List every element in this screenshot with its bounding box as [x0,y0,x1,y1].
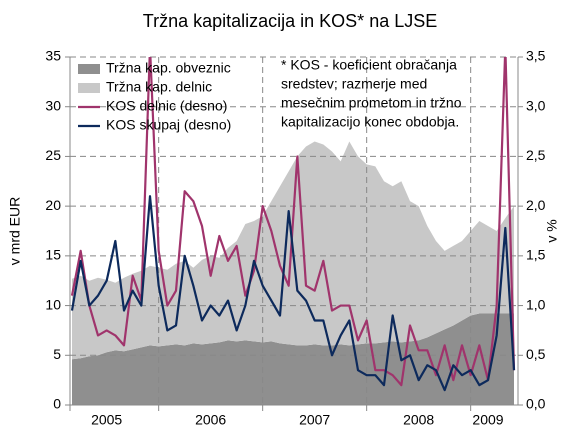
y-axis-label: v mrd EUR [7,197,23,265]
y-tick-label: 0 [53,396,61,412]
y2-axis-label: v % [544,219,560,242]
line [70,57,516,387]
legend-label: Tržna kap. obveznic [106,60,231,76]
y2-tick-label: 3,5 [526,48,546,64]
annotation: kapitalizacijo konec obdobja. [281,114,459,130]
y-tick-label: 10 [45,296,61,312]
foreground: 0 5 10 15 20 25 30 35 0,0 0,5 1,0 1,5 2,0 2,5 3,0 3,5 20… [45,48,545,428]
y-tick-label: 5 [53,346,61,362]
lines [70,57,516,392]
y-tick-label: 25 [45,147,61,163]
legend-label: KOS delnic (desno) [106,98,227,114]
chart-title: Tržna kapitalizacija in KOS* na LJSE [143,11,437,31]
y-tick-label: 15 [45,247,61,263]
annotation: sredstev; razmerje med [281,76,427,92]
line [70,195,516,392]
areas [72,141,514,405]
legend-label: KOS skupaj (desno) [106,117,231,133]
legend-label: Tržna kap. delnic [106,79,212,95]
x-tick-label: 2009 [472,412,503,428]
x-tick-label: 2008 [403,412,434,428]
y-tick-label: 35 [45,48,61,64]
area [72,313,514,405]
legend-swatch [78,83,100,93]
y2-tick-label: 0,0 [526,396,546,412]
y-tick-label: 20 [45,197,61,213]
y2-tick-label: 2,0 [526,197,546,213]
y-tick-label: 30 [45,97,61,113]
y2-tick-label: 1,5 [526,247,546,263]
y2-tick-label: 2,5 [526,147,546,163]
y2-tick-label: 0,5 [526,346,546,362]
legend-swatch [78,64,100,74]
x-tick-label: 2007 [299,412,330,428]
y2-tick-label: 1,0 [526,296,546,312]
annotation: * KOS - koeficient obračanja [281,57,457,73]
x-tick-label: 2005 [91,412,122,428]
x-tick-label: 2006 [195,412,226,428]
y2-tick-label: 3,0 [526,97,546,113]
annotation: mesečnim prometom in tržno [281,95,462,111]
